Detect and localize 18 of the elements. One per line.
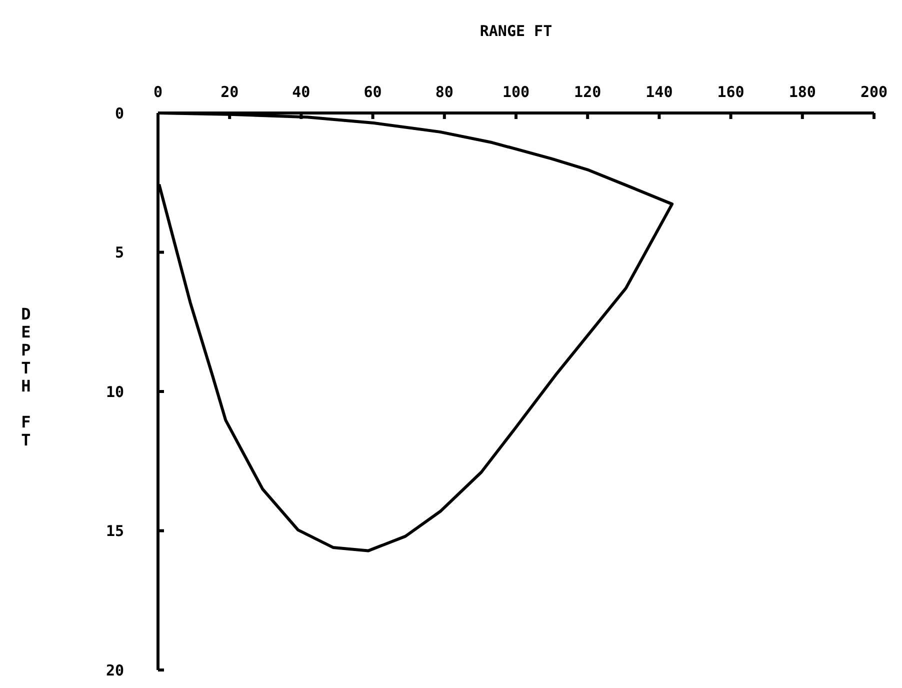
x-tick-label: 100: [502, 83, 530, 101]
y-tick-label: 15: [106, 522, 124, 540]
x-tick-label: 140: [646, 83, 673, 101]
x-tick-label: 160: [717, 83, 744, 101]
x-tick-label: 80: [435, 83, 454, 101]
y-tick-label: 20: [106, 661, 124, 680]
y-tick-label: 5: [114, 244, 124, 262]
x-tick-label: 20: [220, 83, 239, 101]
x-tick-label: 60: [364, 83, 382, 101]
y-axis-title: DEPTH FT: [21, 304, 31, 450]
x-tick-label: 180: [788, 83, 816, 101]
x-axis-title: RANGE FT: [480, 22, 552, 40]
x-tick-label: 0: [153, 83, 163, 101]
x-tick-label: 120: [574, 83, 602, 101]
x-tick-label: 200: [860, 83, 888, 101]
y-tick-label: 0: [114, 104, 124, 122]
y-tick-label: 10: [106, 382, 124, 401]
x-tick-label: 40: [292, 83, 310, 101]
